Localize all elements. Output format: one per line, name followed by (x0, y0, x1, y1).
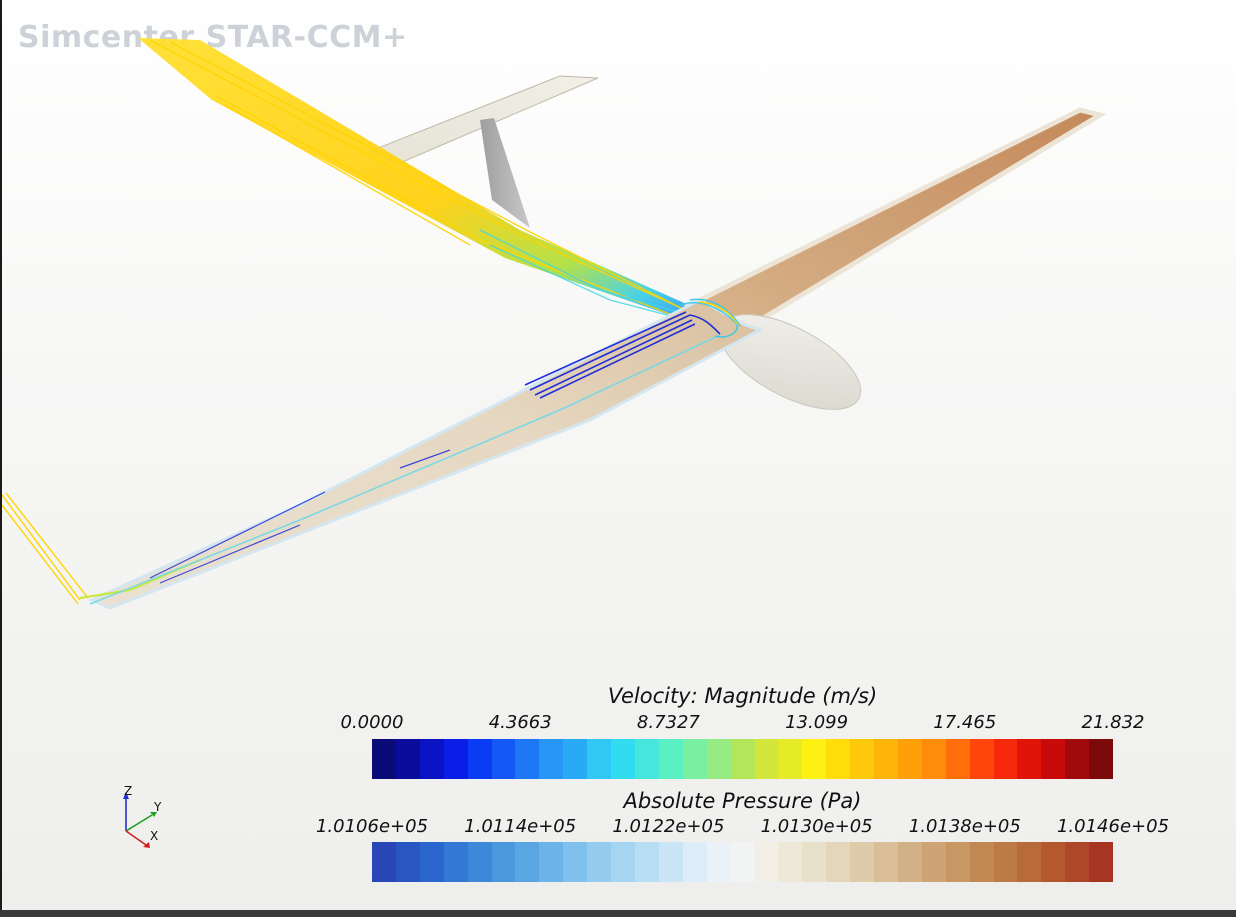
pressure-colorbar-cell (563, 842, 588, 882)
velocity-colorbar (372, 739, 1114, 779)
velocity-colorbar-cell (372, 739, 396, 779)
pressure-colorbar-cell (682, 842, 707, 882)
pressure-legend-title: Absolute Pressure (Pa) (623, 789, 862, 813)
velocity-colorbar-cell (897, 739, 922, 779)
velocity-colorbar-cell (1017, 739, 1042, 779)
pressure-colorbar-cell (1089, 842, 1114, 882)
pressure-colorbar-cell (802, 842, 827, 882)
pressure-colorbar-cell (539, 842, 564, 882)
pressure-tick-label: 1.0106e+05 (315, 816, 429, 837)
velocity-colorbar-cell (682, 739, 707, 779)
velocity-colorbar-cell (1041, 739, 1066, 779)
triad-x-label: X (150, 829, 158, 843)
pressure-colorbar-cell (395, 842, 420, 882)
velocity-colorbar-cell (539, 739, 564, 779)
pressure-colorbar-cell (1065, 842, 1090, 882)
pressure-colorbar-cell (897, 842, 922, 882)
velocity-colorbar-cell (491, 739, 516, 779)
vertical-fin (480, 118, 530, 228)
velocity-colorbar-cell (706, 739, 731, 779)
pressure-tick-label: 1.0138e+05 (908, 816, 1021, 837)
pressure-colorbar-cell (587, 842, 612, 882)
pressure-colorbar-cell (730, 842, 755, 882)
velocity-colorbar-cell (1065, 739, 1090, 779)
pressure-colorbar-cell (754, 842, 779, 882)
velocity-tick-label: 21.832 (1081, 712, 1145, 733)
viewport-frame-left (0, 0, 2, 910)
pressure-colorbar-cell (515, 842, 540, 882)
pressure-tick-label: 1.0122e+05 (612, 816, 725, 837)
pressure-colorbar-cell (921, 842, 946, 882)
horizontal-stabilizer (366, 75, 599, 164)
pressure-colorbar-cell (1041, 842, 1066, 882)
velocity-colorbar-cell (443, 739, 468, 779)
velocity-colorbar-cell (921, 739, 946, 779)
pressure-colorbar-cell (706, 842, 731, 882)
velocity-colorbar-cell (969, 739, 994, 779)
velocity-colorbar-cell (515, 739, 540, 779)
pressure-colorbar-cell (826, 842, 851, 882)
velocity-colorbar-cell (563, 739, 588, 779)
pressure-colorbar-cell (945, 842, 970, 882)
triad-z-label: Z (124, 784, 132, 798)
velocity-colorbar-cell (395, 739, 420, 779)
right-wing (683, 107, 1107, 328)
streamline-band-upper (138, 38, 700, 322)
velocity-colorbar-cell (802, 739, 827, 779)
root-vortex-streamlines (524, 311, 721, 399)
wingtip-streamlines (1, 492, 89, 605)
pressure-colorbar-cell (467, 842, 492, 882)
pressure-colorbar-cell (491, 842, 516, 882)
velocity-colorbar-cell (658, 739, 683, 779)
velocity-colorbar-cell (587, 739, 612, 779)
velocity-tick-label: 17.465 (933, 712, 997, 733)
pressure-colorbar (372, 842, 1114, 882)
pressure-tick-label: 1.0130e+05 (760, 816, 873, 837)
velocity-colorbar-cell (634, 739, 659, 779)
streamline-strands (149, 39, 696, 319)
pressure-colorbar-cell (1017, 842, 1042, 882)
viewport-frame-bottom (0, 910, 1236, 917)
pressure-colorbar-cell (778, 842, 803, 882)
velocity-colorbar-cell (611, 739, 635, 779)
triad-y-label: Y (153, 800, 162, 814)
orientation-triad: Z Y X (123, 784, 162, 848)
velocity-colorbar-cell (730, 739, 755, 779)
velocity-colorbar-cell (419, 739, 444, 779)
velocity-colorbar-cell (826, 739, 851, 779)
pressure-colorbar-cell (443, 842, 468, 882)
velocity-tick-label: 4.3663 (488, 712, 552, 733)
velocity-colorbar-cell (874, 739, 898, 779)
pressure-colorbar-cell (993, 842, 1018, 882)
pressure-colorbar-cell (419, 842, 444, 882)
left-wing (88, 298, 764, 610)
velocity-colorbar-cell (1089, 739, 1114, 779)
pressure-colorbar-cell (658, 842, 683, 882)
pressure-colorbar-cell (372, 842, 396, 882)
pressure-colorbar-cell (634, 842, 659, 882)
velocity-tick-label: 0.0000 (340, 712, 404, 733)
pressure-colorbar-cell (874, 842, 898, 882)
pressure-tick-label: 1.0146e+05 (1056, 816, 1170, 837)
velocity-tick-label: 8.7327 (636, 712, 700, 733)
velocity-colorbar-cell (993, 739, 1018, 779)
pressure-colorbar-cell (850, 842, 875, 882)
velocity-legend-title: Velocity: Magnitude (m/s) (607, 684, 878, 708)
velocity-tick-label: 13.099 (785, 712, 849, 733)
pressure-colorbar-cell (969, 842, 994, 882)
velocity-colorbar-cell (850, 739, 875, 779)
pressure-colorbar-cell (611, 842, 635, 882)
velocity-colorbar-cell (945, 739, 970, 779)
velocity-colorbar-cell (778, 739, 803, 779)
velocity-colorbar-cell (754, 739, 779, 779)
pressure-tick-label: 1.0114e+05 (464, 816, 577, 837)
velocity-colorbar-cell (467, 739, 492, 779)
